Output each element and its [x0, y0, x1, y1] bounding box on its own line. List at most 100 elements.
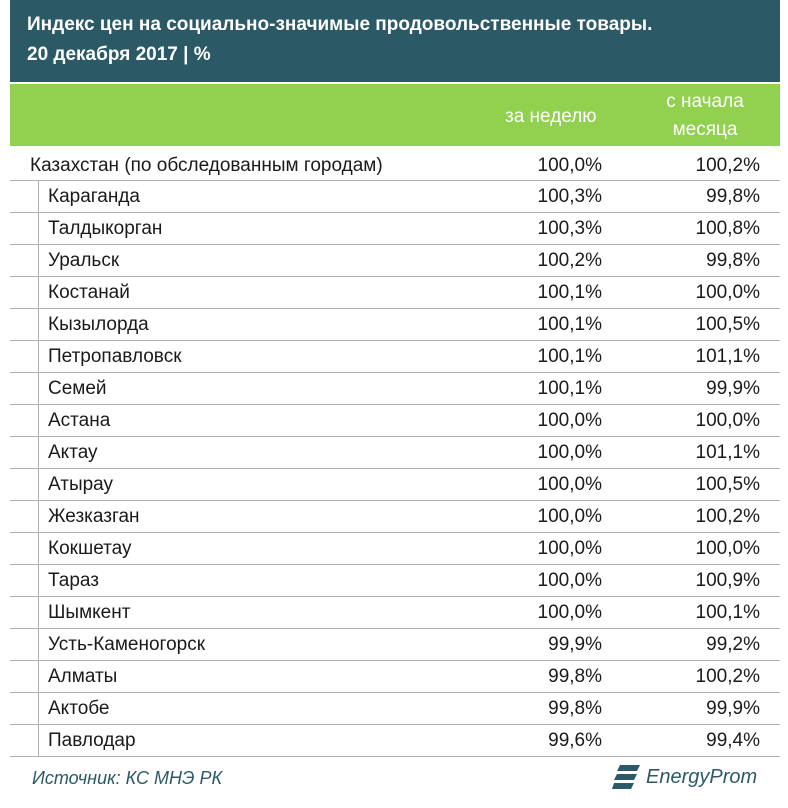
- indent-divider: [38, 629, 39, 661]
- brand-name: EnergyProm: [646, 765, 758, 788]
- title-bar: Индекс цен на социально-значимые продово…: [10, 0, 780, 82]
- row-week-value: 100,0%: [537, 506, 602, 527]
- column-header-week: за неделю: [505, 106, 597, 127]
- row-month-value: 100,0%: [695, 410, 760, 431]
- row-name: Казахстан (по обследованным городам): [30, 155, 383, 176]
- table-row: Актау 100,0% 101,1%: [10, 437, 780, 469]
- row-month-value: 100,5%: [695, 314, 760, 335]
- indent-divider: [38, 341, 39, 373]
- row-name: Шымкент: [48, 602, 131, 623]
- row-week-value: 100,0%: [537, 155, 602, 176]
- row-week-value: 99,8%: [548, 698, 602, 719]
- table-row: Усть-Каменогорск 99,9% 99,2%: [10, 629, 780, 661]
- column-header-month: с начала месяца: [666, 91, 744, 140]
- table-row-total: Казахстан (по обследованным городам) 100,…: [10, 150, 780, 181]
- row-month-value: 99,9%: [706, 698, 760, 719]
- indent-divider: [38, 277, 39, 309]
- row-week-value: 100,0%: [537, 474, 602, 495]
- table-row: Караганда 100,3% 99,8%: [10, 181, 780, 213]
- indent-divider: [38, 693, 39, 725]
- table-row: Петропавловск 100,1% 101,1%: [10, 341, 780, 373]
- row-month-value: 100,0%: [695, 282, 760, 303]
- indent-divider: [38, 245, 39, 277]
- table-row: Семей 100,1% 99,9%: [10, 373, 780, 405]
- table-row: Алматы 99,8% 100,2%: [10, 661, 780, 693]
- table-row: Талдыкорган 100,3% 100,8%: [10, 213, 780, 245]
- table-row: Уральск 100,2% 99,8%: [10, 245, 780, 277]
- row-name: Актау: [48, 442, 98, 463]
- indent-divider: [38, 309, 39, 341]
- indent-divider: [38, 213, 39, 245]
- row-name: Караганда: [48, 186, 140, 207]
- indent-divider: [38, 565, 39, 597]
- table-row: Павлодар 99,6% 99,4%: [10, 725, 780, 757]
- row-week-value: 100,0%: [537, 602, 602, 623]
- row-month-value: 100,8%: [695, 218, 760, 239]
- row-name: Семей: [48, 378, 107, 399]
- indent-divider: [38, 533, 39, 565]
- energyprom-logo-icon: [612, 765, 640, 789]
- table-row: Кызылорда 100,1% 100,5%: [10, 309, 780, 341]
- row-month-value: 100,9%: [695, 570, 760, 591]
- row-month-value: 99,8%: [706, 250, 760, 271]
- row-week-value: 99,8%: [548, 666, 602, 687]
- table-row: Атырау 100,0% 100,5%: [10, 469, 780, 501]
- row-month-value: 99,2%: [706, 634, 760, 655]
- row-name: Атырау: [48, 474, 114, 495]
- row-month-value: 100,2%: [695, 666, 760, 687]
- row-month-value: 100,1%: [695, 602, 760, 623]
- row-week-value: 100,0%: [537, 570, 602, 591]
- row-name: Алматы: [48, 666, 118, 687]
- row-month-value: 99,9%: [706, 378, 760, 399]
- row-week-value: 100,2%: [537, 250, 602, 271]
- source-note: Источник: КС МНЭ РК: [32, 768, 223, 788]
- row-name: Павлодар: [48, 730, 136, 751]
- indent-divider: [38, 181, 39, 213]
- row-name: Кокшетау: [48, 538, 132, 559]
- price-index-table: Казахстан (по обследованным городам) 100,…: [10, 150, 780, 757]
- row-name: Костанай: [48, 282, 130, 303]
- page-subtitle: 20 декабря 2017 | %: [27, 44, 211, 65]
- brand-logo: EnergyProm: [612, 762, 757, 792]
- table-row: Кокшетау 100,0% 100,0%: [10, 533, 780, 565]
- row-month-value: 101,1%: [695, 442, 760, 463]
- row-week-value: 100,1%: [537, 346, 602, 367]
- row-week-value: 100,0%: [537, 442, 602, 463]
- page-title: Индекс цен на социально-значимые продово…: [27, 14, 653, 35]
- row-week-value: 100,0%: [537, 410, 602, 431]
- row-month-value: 100,2%: [695, 506, 760, 527]
- table-row: Тараз 100,0% 100,9%: [10, 565, 780, 597]
- row-week-value: 100,3%: [537, 218, 602, 239]
- indent-divider: [38, 501, 39, 533]
- row-week-value: 100,1%: [537, 314, 602, 335]
- table-row: Актобе 99,8% 99,9%: [10, 693, 780, 725]
- row-name: Петропавловск: [48, 346, 182, 367]
- row-month-value: 101,1%: [695, 346, 760, 367]
- row-month-value: 100,5%: [695, 474, 760, 495]
- row-month-value: 99,8%: [706, 186, 760, 207]
- table-row: Жезказган 100,0% 100,2%: [10, 501, 780, 533]
- indent-divider: [38, 373, 39, 405]
- row-week-value: 99,9%: [548, 634, 602, 655]
- indent-divider: [38, 405, 39, 437]
- row-name: Тараз: [48, 570, 99, 591]
- indent-divider: [38, 437, 39, 469]
- indent-divider: [38, 661, 39, 693]
- row-name: Усть-Каменогорск: [48, 634, 206, 655]
- indent-divider: [38, 725, 39, 757]
- indent-divider: [38, 469, 39, 501]
- row-month-value: 100,2%: [695, 155, 760, 176]
- row-week-value: 99,6%: [548, 730, 602, 751]
- table-row: Астана 100,0% 100,0%: [10, 405, 780, 437]
- row-month-value: 99,4%: [706, 730, 760, 751]
- row-week-value: 100,1%: [537, 378, 602, 399]
- table-row: Шымкент 100,0% 100,1%: [10, 597, 780, 629]
- row-name: Астана: [48, 410, 111, 431]
- row-week-value: 100,3%: [537, 186, 602, 207]
- indent-divider: [38, 597, 39, 629]
- row-name: Актобе: [48, 698, 110, 719]
- row-name: Кызылорда: [48, 314, 149, 335]
- table-row: Костанай 100,1% 100,0%: [10, 277, 780, 309]
- row-month-value: 100,0%: [695, 538, 760, 559]
- row-name: Уральск: [48, 250, 120, 271]
